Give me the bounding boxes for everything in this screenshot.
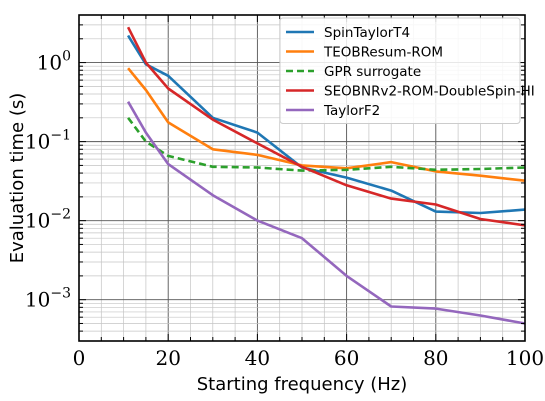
legend-label: TEOBResum-ROM <box>323 45 443 61</box>
y-tick-exponent: −3 <box>50 286 71 302</box>
y-tick-label: 10−1 <box>25 128 71 154</box>
x-tick-label: 20 <box>155 346 180 370</box>
series-lines <box>126 26 526 325</box>
y-tick-base: 10 <box>25 288 50 312</box>
y-tick-label: 100 <box>37 49 71 75</box>
y-tick-base: 10 <box>37 51 62 75</box>
series-line-gpr-surrogate <box>127 117 526 172</box>
legend: SpinTaylorT4 TEOBResum-ROM GPR surrogate SE… <box>279 17 535 124</box>
legend-label: SpinTaylorT4 <box>324 25 410 41</box>
x-tick-label: 60 <box>334 346 359 370</box>
y-tick-label: 10−3 <box>25 286 71 312</box>
x-tick-label: 0 <box>73 346 86 370</box>
legend-box <box>279 17 521 124</box>
y-tick-exponent: −1 <box>50 128 71 144</box>
y-tick-base: 10 <box>25 209 50 233</box>
y-tick-exponent: −2 <box>50 207 71 223</box>
x-tick-label: 100 <box>506 346 544 370</box>
legend-label: TaylorF2 <box>323 103 380 119</box>
y-tick-label: 10−2 <box>25 207 71 233</box>
series-line-seobnrv2-rom-doublespin-hi <box>126 26 526 227</box>
legend-label: SEOBNRv2-ROM-DoubleSpin-HI <box>324 84 535 100</box>
y-axis-label: Evaluation time (s) <box>7 93 28 264</box>
x-tick-label: 40 <box>245 346 270 370</box>
series-line-taylorf2 <box>126 101 526 325</box>
x-tick-label: 80 <box>423 346 448 370</box>
x-axis-label: Starting frequency (Hz) <box>197 374 408 395</box>
y-tick-exponent: 0 <box>62 49 71 65</box>
y-tick-base: 10 <box>25 130 50 154</box>
legend-label: GPR surrogate <box>324 64 421 80</box>
